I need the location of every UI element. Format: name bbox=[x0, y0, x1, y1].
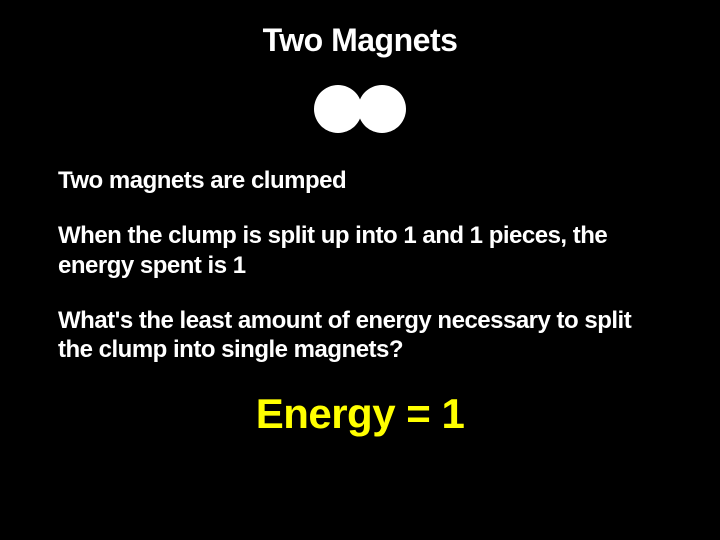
slide-title: Two Magnets bbox=[58, 22, 662, 59]
paragraph-1: Two magnets are clumped bbox=[58, 166, 662, 195]
magnets-graphic bbox=[58, 85, 662, 138]
two-circles-icon bbox=[314, 85, 406, 133]
answer-text: Energy = 1 bbox=[58, 390, 662, 438]
paragraph-2: When the clump is split up into 1 and 1 … bbox=[58, 221, 662, 280]
paragraph-3: What's the least amount of energy necess… bbox=[58, 306, 662, 365]
